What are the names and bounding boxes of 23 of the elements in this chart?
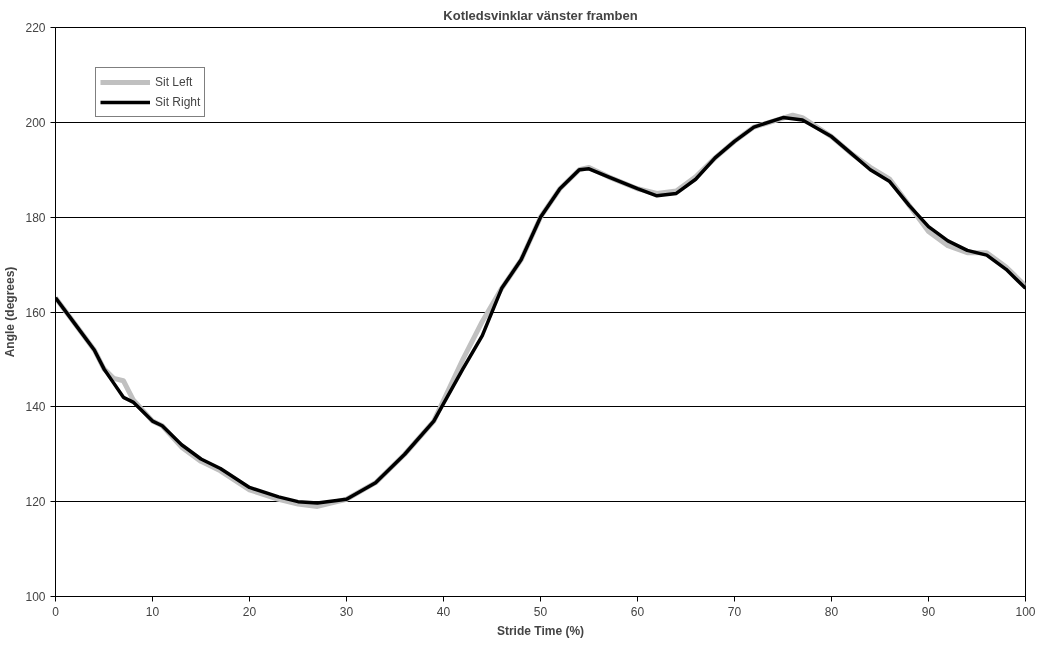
y-axis-title: Angle (degrees) [3,266,18,358]
x-tick-label: 30 [339,604,354,619]
y-tick-label: 180 [25,210,46,225]
x-tick-label: 40 [436,604,451,619]
x-axis-title: Stride Time (%) [496,623,585,638]
y-tick-label: 220 [25,21,46,35]
x-tick-label: 10 [145,604,160,619]
y-tick-label: 160 [25,305,46,320]
x-tick-label: 100 [1015,604,1036,619]
chart-title: Kotledsvinklar vänster framben [443,7,638,23]
y-tick-label: 100 [25,590,46,604]
x-tick-label: 60 [630,604,645,619]
legend-label: Sit Left [155,75,193,89]
x-tick-label: 90 [921,604,936,619]
x-tick-label: 20 [242,604,257,619]
y-tick-label: 140 [25,400,46,415]
legend-label: Sit Right [155,95,201,109]
x-tick-label: 80 [824,604,839,619]
x-tick-label: 0 [52,604,60,619]
x-tick-label: 70 [727,604,742,619]
y-tick-label: 200 [25,115,46,130]
x-tick-label: 50 [533,604,548,619]
y-tick-label: 120 [25,495,46,510]
